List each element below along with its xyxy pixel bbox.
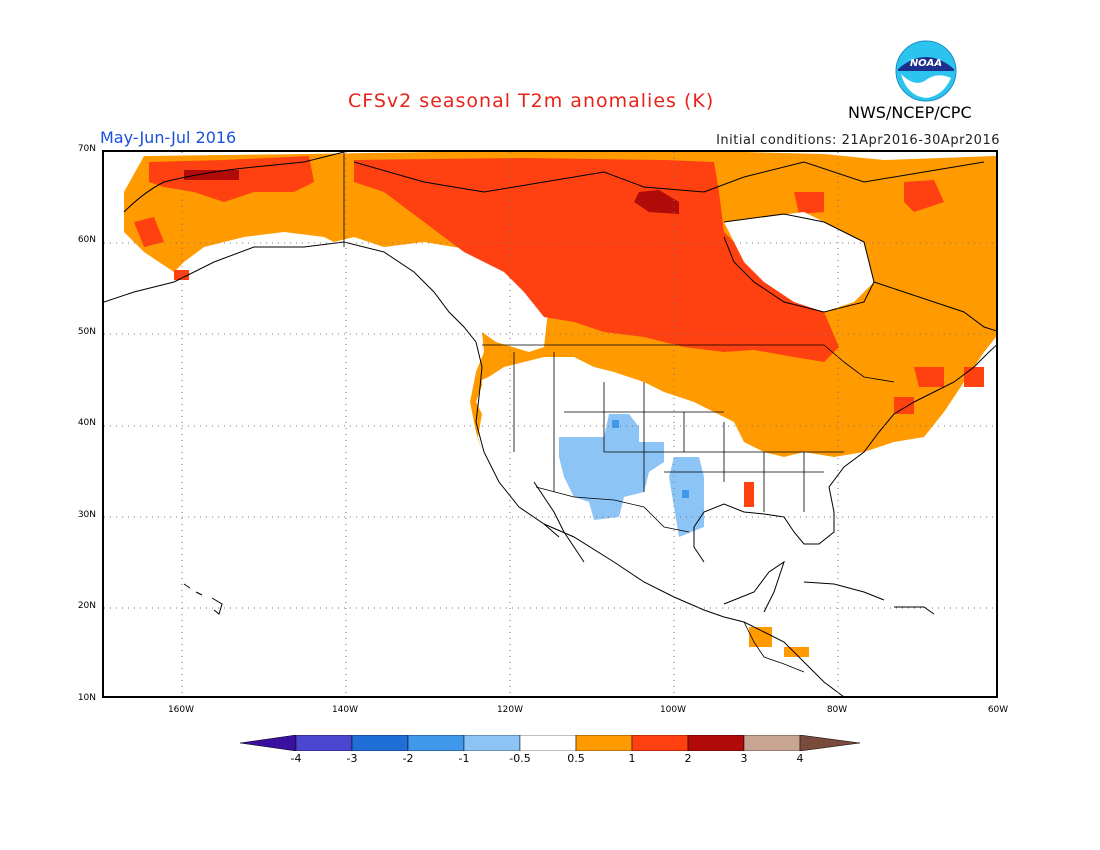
- border-central-america: [743, 621, 805, 673]
- lat-label: 20N: [77, 601, 96, 611]
- colorbar-segment: [575, 735, 633, 751]
- lon-label: 60W: [987, 705, 1009, 715]
- colorbar-segment: [351, 735, 409, 751]
- neutral-region: [724, 212, 874, 312]
- coastline-labrador: [873, 281, 996, 332]
- anomaly-region-red: [174, 270, 189, 280]
- border-states: [513, 352, 844, 512]
- coastline-west-us: [475, 341, 560, 538]
- anomaly-region-orange: [784, 647, 809, 657]
- lon-label: 100W: [659, 705, 687, 715]
- colorbar-segment: [407, 735, 465, 751]
- map-canvas: [104, 152, 996, 696]
- colorbar: [240, 735, 860, 751]
- anomaly-region-red: [904, 180, 944, 212]
- anomaly-region-red: [794, 192, 824, 214]
- colorbar-tick-label: -2: [402, 752, 414, 765]
- colorbar-tick-label: 1: [628, 752, 636, 765]
- map-title: CFSv2 seasonal T2m anomalies (K): [348, 90, 715, 112]
- lon-label: 140W: [331, 705, 359, 715]
- anomaly-region-red: [914, 367, 944, 387]
- colorbar-segment: [463, 735, 521, 751]
- coastline-hispaniola: [894, 606, 935, 615]
- coastline-hudson: [723, 213, 875, 313]
- colorbar-tick-label: -4: [290, 752, 302, 765]
- lat-label: 30N: [77, 510, 96, 520]
- coastline-cuba: [803, 581, 885, 601]
- coastlines: [104, 152, 996, 696]
- colorbar-segment: [687, 735, 745, 751]
- colorbar-segment: [519, 735, 577, 751]
- anomaly-region-red: [894, 397, 914, 414]
- anomaly-region-lightblue: [559, 414, 664, 520]
- lat-label: 50N: [77, 327, 96, 337]
- coastline-east-us: [828, 344, 996, 513]
- colorbar-arrow-right: [799, 735, 860, 751]
- coastline-hawaii: [183, 583, 223, 615]
- border-us-canada: [482, 344, 895, 383]
- initial-conditions-label: Initial conditions: 21Apr2016-30Apr2016: [716, 133, 1000, 148]
- lat-label: 40N: [77, 418, 96, 428]
- anomaly-region-darkred: [634, 190, 679, 214]
- anomaly-region-blue: [682, 490, 689, 498]
- graticule: [104, 152, 996, 696]
- colorbar-segment: [631, 735, 689, 751]
- agency-label: NWS/NCEP/CPC: [848, 103, 972, 122]
- cool-anomaly-fields: [559, 414, 704, 537]
- lon-label: 120W: [496, 705, 524, 715]
- colorbar-segment: [743, 735, 801, 751]
- colorbar-arrow-left: [240, 735, 297, 751]
- anomaly-region-orange: [844, 182, 996, 331]
- anomaly-map: [102, 150, 998, 698]
- anomaly-region-orange: [749, 627, 772, 647]
- lat-label: 10N: [77, 693, 96, 703]
- coastline-yucatan: [723, 560, 785, 613]
- lat-label: 70N: [77, 144, 96, 154]
- colorbar-tick-label: 0.5: [567, 752, 585, 765]
- coastline-mexico: [543, 523, 844, 696]
- colorbar-segments: [240, 735, 860, 751]
- anomaly-region-red: [964, 367, 984, 387]
- lon-label: 80W: [826, 705, 848, 715]
- colorbar-tick-label: 3: [740, 752, 748, 765]
- lon-label: 160W: [167, 705, 195, 715]
- anomaly-region-red: [744, 482, 754, 507]
- period-label: May-Jun-Jul 2016: [100, 128, 237, 147]
- noaa-logo-text: NOAA: [910, 58, 942, 69]
- colorbar-segment: [295, 735, 353, 751]
- colorbar-tick-label: 4: [796, 752, 804, 765]
- anomaly-region-blue: [612, 420, 619, 428]
- noaa-logo: NOAA: [895, 40, 957, 102]
- coastline-alaska: [123, 152, 345, 213]
- colorbar-tick-label: -3: [346, 752, 358, 765]
- colorbar-tick-label: 2: [684, 752, 692, 765]
- political-borders: [343, 152, 895, 673]
- coastline-arctic: [353, 161, 985, 193]
- lat-label: 60N: [77, 235, 96, 245]
- coastline-gulf: [693, 503, 835, 563]
- warm-anomaly-fields: [124, 152, 996, 657]
- anomaly-region-darkred: [184, 170, 239, 180]
- colorbar-tick-label: -1: [458, 752, 470, 765]
- colorbar-tick-label: -0.5: [509, 752, 531, 765]
- anomaly-region-red: [134, 217, 164, 247]
- border-us-mexico: [535, 486, 690, 533]
- coastline-baja: [533, 481, 585, 563]
- anomaly-region-red: [354, 158, 839, 362]
